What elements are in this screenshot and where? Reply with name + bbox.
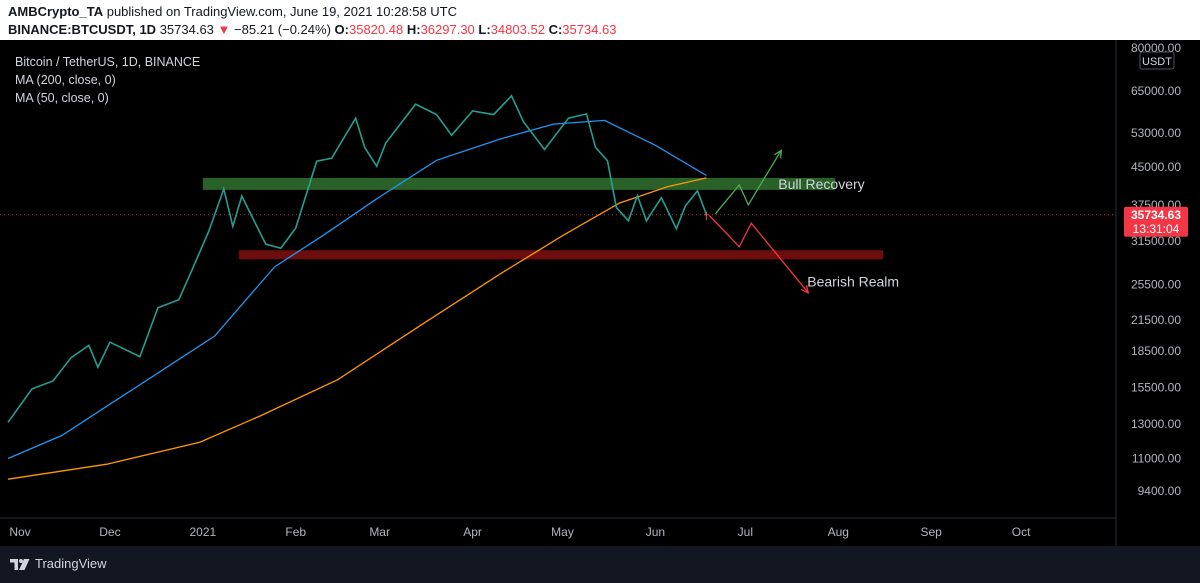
open-label: O: [334,22,349,37]
tradingview-logo[interactable]: TradingView [10,556,107,571]
legend-ma50[interactable]: MA (50, close, 0) [15,91,109,105]
y-tick-label: 21500.00 [1131,313,1181,327]
x-tick-label: Dec [99,525,120,539]
last-price: 35734.63 [159,22,214,37]
x-tick-label: Apr [463,525,482,539]
last-price-tag [1124,206,1188,237]
x-tick-label: Feb [285,525,306,539]
low-value: 34803.52 [490,22,545,37]
close-value: 35734.63 [562,22,617,37]
price-change: −85.21 (−0.24%) [234,22,331,37]
high-value: 36297.30 [420,22,475,37]
x-tick-label: Sep [920,525,942,539]
y-tick-label: 9400.00 [1138,484,1182,498]
publish-line: AMBCrypto_TA published on TradingView.co… [8,4,457,19]
tradingview-brand: TradingView [35,556,107,571]
y-tick-label: 11000.00 [1132,451,1181,465]
chart-legend: Bitcoin / TetherUS, 1D, BINANCE MA (200,… [15,53,200,107]
y-tick-label: 53000.00 [1131,126,1181,140]
low-label: L: [478,22,491,37]
support-zone [238,250,884,260]
ma50-line [7,119,707,460]
x-tick-label: May [551,525,574,539]
published-text: published on TradingView.com, June 19, 2… [106,4,457,19]
quote-line: BINANCE:BTCUSDT, 1D 35734.63 ▼ −85.21 (−… [8,22,617,37]
bull-recovery-arrow [714,149,782,215]
last-price-tag-value: 35734.63 [1131,208,1181,222]
y-tick-label: 31500.00 [1131,234,1181,248]
bearish-realm-label: Bearish Realm [807,273,899,289]
ma200-line [7,177,707,480]
x-tick-label: Oct [1012,525,1031,539]
countdown-timer: 13:31:04 [1133,222,1180,236]
tradingview-logo-icon [10,558,30,570]
y-tick-label: 65000.00 [1131,84,1181,98]
author-name[interactable]: AMBCrypto_TA [8,4,104,19]
x-tick-label: Mar [369,525,390,539]
y-tick-label: 13000.00 [1131,417,1181,431]
chart-area[interactable] [0,40,1200,546]
legend-title: Bitcoin / TetherUS, 1D, BINANCE [15,55,201,69]
high-label: H: [406,22,421,37]
x-tick-label: Aug [828,525,849,539]
unit-badge [1139,51,1175,70]
x-tick-label: 2021 [189,525,216,539]
footer-bar: TradingView [0,546,1200,583]
y-tick-label: 15500.00 [1131,381,1181,395]
y-tick-label: 25500.00 [1131,278,1181,292]
bull-recovery-arrowhead [774,149,783,159]
x-tick-label: Nov [9,525,30,539]
close-label: C: [548,22,563,37]
bearish-realm-arrow [708,215,809,294]
x-tick-label: Jun [646,525,665,539]
publish-header: AMBCrypto_TA published on TradingView.co… [0,0,1200,40]
last-candle-body [704,214,709,216]
symbol-label: BINANCE:BTCUSDT, 1D [8,22,157,37]
y-tick-label: 45000.00 [1131,160,1181,174]
price-path [7,94,708,423]
legend-ma200[interactable]: MA (200, close, 0) [15,73,116,87]
down-arrow-icon: ▼ [217,22,231,37]
bearish-realm-arrowhead [800,284,810,294]
x-tick-label: Jul [738,525,753,539]
unit-label: USDT [1142,56,1172,68]
resistance-zone [202,177,836,190]
bull-recovery-label: Bull Recovery [778,176,864,192]
y-tick-label: 18500.00 [1131,344,1181,358]
open-value: 35820.48 [348,22,404,37]
